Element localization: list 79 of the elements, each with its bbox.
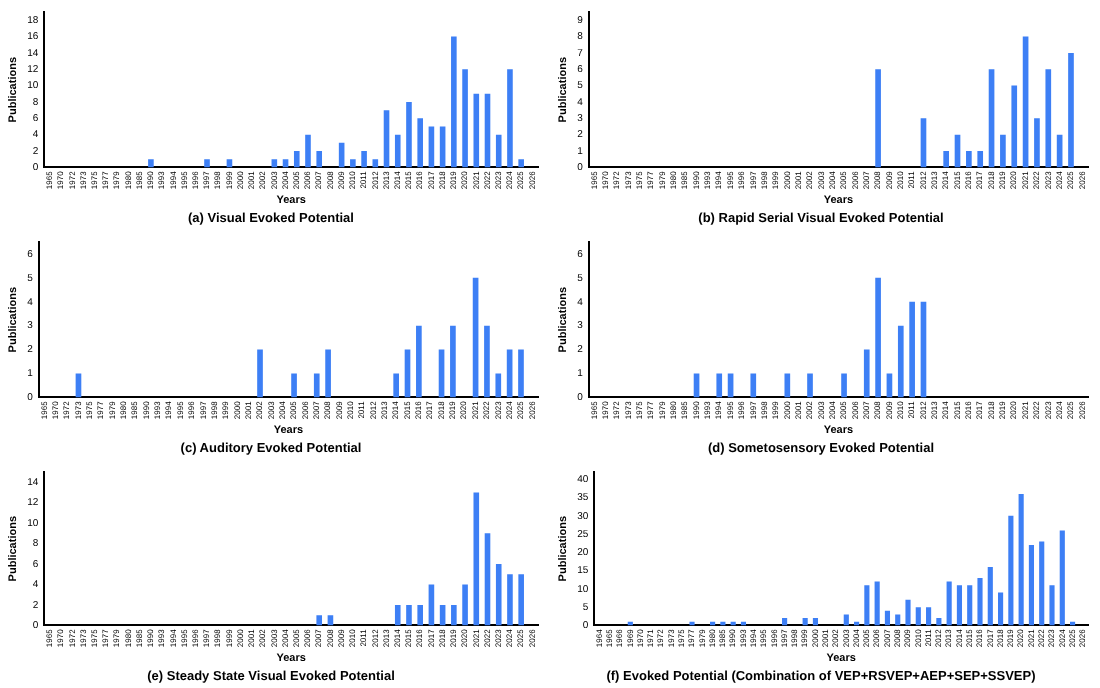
bar [204, 159, 210, 168]
bar [394, 134, 401, 168]
bar [416, 325, 422, 398]
bar [936, 618, 942, 626]
bar [507, 574, 513, 626]
bar [406, 604, 412, 626]
bar [462, 584, 468, 626]
bar [361, 151, 367, 168]
bar [518, 159, 524, 168]
bar [943, 151, 950, 168]
bar [998, 592, 1004, 626]
bar [843, 614, 849, 626]
bar [1049, 585, 1055, 626]
bar [417, 118, 423, 168]
bar [507, 69, 513, 168]
bar [863, 349, 870, 398]
bar [1034, 118, 1040, 168]
bar [451, 604, 457, 626]
bar [495, 373, 502, 398]
bar [807, 373, 813, 398]
bar [875, 69, 881, 168]
bar [987, 566, 993, 626]
bar [841, 373, 847, 398]
bar [1028, 545, 1034, 626]
bar [897, 325, 904, 398]
bar [956, 585, 963, 626]
bar [782, 618, 788, 626]
bar [905, 599, 911, 626]
bar [716, 373, 723, 398]
bar [462, 69, 468, 168]
bar [484, 325, 490, 398]
bar [1059, 530, 1065, 626]
bar [750, 373, 757, 398]
bar [495, 564, 502, 626]
bar [473, 93, 480, 168]
bar [977, 577, 983, 626]
bar [393, 373, 400, 398]
bar [1039, 541, 1045, 626]
bar [148, 159, 154, 168]
bar [909, 301, 915, 398]
bar [784, 373, 791, 398]
bar [291, 373, 297, 398]
bar [1008, 515, 1014, 626]
bar [406, 101, 412, 168]
bar [802, 618, 808, 626]
bar [1068, 52, 1074, 168]
bar [394, 604, 401, 626]
bar [967, 585, 973, 626]
bar [884, 610, 891, 626]
bar [874, 581, 880, 626]
bar [1045, 69, 1052, 168]
bar [451, 36, 457, 168]
bar [946, 581, 952, 626]
bar [926, 607, 932, 626]
bar [313, 373, 320, 398]
bar [450, 325, 456, 398]
bar [875, 277, 881, 398]
bar [316, 151, 323, 168]
bar [915, 607, 921, 626]
bar [966, 151, 972, 168]
bar [316, 615, 323, 626]
bar [325, 349, 331, 398]
bar [518, 574, 524, 626]
bar [812, 618, 819, 626]
bar [977, 151, 984, 168]
bar [518, 349, 524, 398]
bar [495, 134, 502, 168]
bar [473, 492, 480, 626]
bar [417, 604, 423, 626]
bar [1011, 85, 1018, 168]
bar [305, 134, 311, 168]
bar [293, 151, 300, 168]
bar [1018, 493, 1024, 626]
bar [1000, 134, 1006, 168]
bar [895, 614, 901, 626]
bar [257, 349, 263, 398]
bar [350, 159, 356, 168]
bar [864, 585, 870, 626]
bar [428, 584, 435, 626]
